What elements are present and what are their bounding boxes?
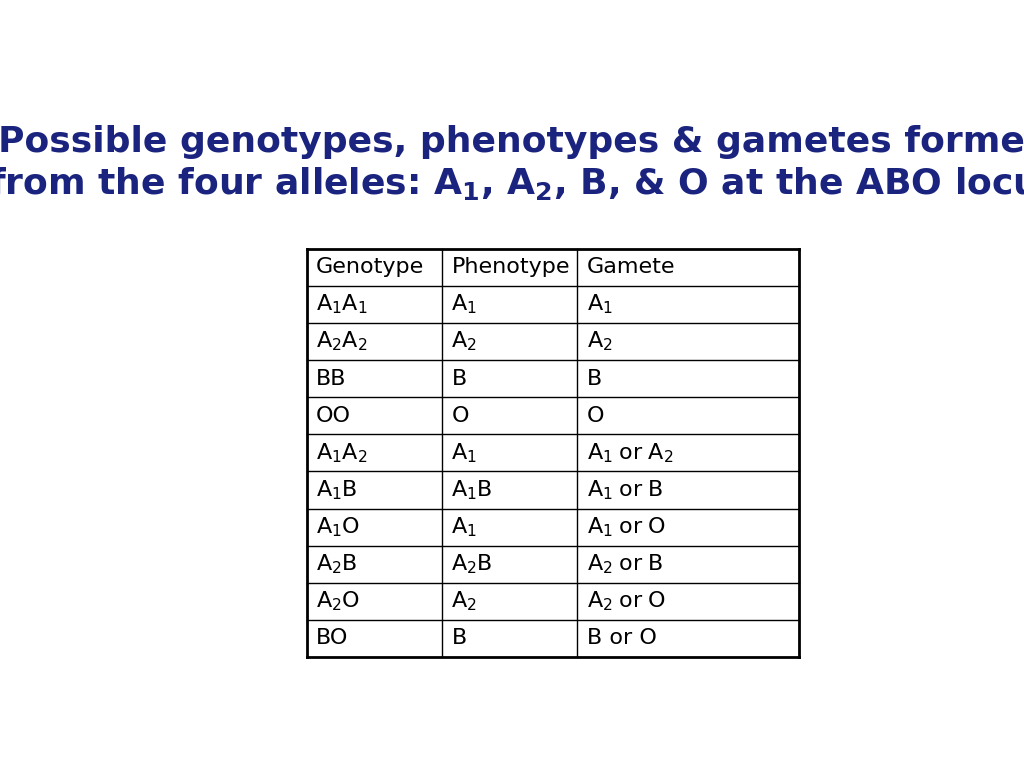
Text: Genotype: Genotype	[316, 257, 424, 277]
Text: B: B	[452, 628, 467, 648]
Text: BB: BB	[316, 369, 346, 389]
Text: $\mathregular{A_{2}O}$: $\mathregular{A_{2}O}$	[316, 590, 360, 613]
Text: $\mathregular{A_{1}}\;\mathrm{or}\;\mathregular{A_{2}}$: $\mathregular{A_{1}}\;\mathrm{or}\;\math…	[587, 441, 673, 465]
Text: $\mathregular{A_{2}}\;\mathrm{or}\;\mathregular{O}$: $\mathregular{A_{2}}\;\mathrm{or}\;\math…	[587, 590, 666, 613]
Text: O: O	[587, 406, 604, 425]
Text: $\mathregular{A_{2}}$: $\mathregular{A_{2}}$	[587, 329, 612, 353]
Text: $\mathregular{A_{1}A_{2}}$: $\mathregular{A_{1}A_{2}}$	[316, 441, 368, 465]
Text: $\mathregular{A_{1}}\;\mathrm{or}\;\mathregular{O}$: $\mathregular{A_{1}}\;\mathrm{or}\;\math…	[587, 515, 666, 539]
Text: $\mathregular{A_{1}}$: $\mathregular{A_{1}}$	[452, 515, 477, 539]
Text: $\mathregular{A_{1}B}$: $\mathregular{A_{1}B}$	[316, 478, 357, 502]
Text: B or O: B or O	[587, 628, 656, 648]
Text: $\mathregular{A_{1}}\;\mathrm{or}\;\mathregular{B}$: $\mathregular{A_{1}}\;\mathrm{or}\;\math…	[587, 478, 664, 502]
Text: $\mathregular{A_{1}B}$: $\mathregular{A_{1}B}$	[452, 478, 493, 502]
Text: B: B	[587, 369, 602, 389]
Text: $\mathregular{A_{2}A_{2}}$: $\mathregular{A_{2}A_{2}}$	[316, 329, 368, 353]
Text: $\mathregular{A_{1}A_{1}}$: $\mathregular{A_{1}A_{1}}$	[316, 293, 368, 316]
Text: $\mathregular{A_{2}B}$: $\mathregular{A_{2}B}$	[452, 552, 493, 576]
Text: B: B	[452, 369, 467, 389]
Text: $\mathregular{A_{2}}$: $\mathregular{A_{2}}$	[452, 329, 477, 353]
Text: Gamete: Gamete	[587, 257, 675, 277]
Text: Phenotype: Phenotype	[452, 257, 570, 277]
Text: $\mathregular{A_{2}B}$: $\mathregular{A_{2}B}$	[316, 552, 357, 576]
Text: OO: OO	[316, 406, 351, 425]
Text: $\mathregular{A_{1}}$: $\mathregular{A_{1}}$	[452, 293, 477, 316]
Text: from the four alleles: $\mathbf{A_1}$, $\mathbf{A_2}$, B, & O at the ABO locus: from the four alleles: $\mathbf{A_1}$, $…	[0, 165, 1024, 202]
Text: BO: BO	[316, 628, 348, 648]
Text: $\mathregular{A_{1}}$: $\mathregular{A_{1}}$	[452, 441, 477, 465]
Text: O: O	[452, 406, 469, 425]
Text: $\mathregular{A_{1}}$: $\mathregular{A_{1}}$	[587, 293, 612, 316]
Text: $\mathregular{A_{2}}$: $\mathregular{A_{2}}$	[452, 590, 477, 613]
Text: Possible genotypes, phenotypes & gametes formed: Possible genotypes, phenotypes & gametes…	[0, 125, 1024, 160]
Text: $\mathregular{A_{2}}\;\mathrm{or}\;\mathregular{B}$: $\mathregular{A_{2}}\;\mathrm{or}\;\math…	[587, 552, 664, 576]
Text: $\mathregular{A_{1}O}$: $\mathregular{A_{1}O}$	[316, 515, 360, 539]
